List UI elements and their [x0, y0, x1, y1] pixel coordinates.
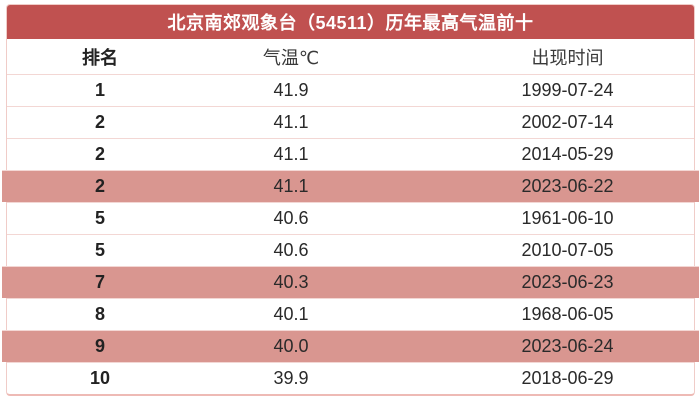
table-row: 2 41.1 2023-06-22: [2, 170, 699, 202]
table-row: 10 39.9 2018-06-29: [7, 362, 694, 394]
temperature-cell: 41.1: [273, 176, 309, 196]
table-row: 7 40.3 2023-06-23: [2, 266, 699, 298]
date-cell: 2023-06-23: [521, 272, 614, 292]
rank-cell: 8: [94, 304, 105, 324]
temperature-cell: 40.6: [273, 208, 309, 228]
column-header-date: 出现时间: [531, 47, 604, 68]
temperature-ranking-table: 北京南郊观象台（54511）历年最高气温前十 排名 气温℃ 出现时间 1 41.9…: [2, 4, 699, 396]
temperature-cell: 41.9: [273, 80, 309, 100]
table-row: 5 40.6 1961-06-10: [7, 202, 694, 234]
date-cell: 1961-06-10: [521, 208, 614, 228]
table-title: 北京南郊观象台（54511）历年最高气温前十: [7, 5, 694, 39]
rank-cell: 10: [89, 368, 111, 388]
date-cell: 2018-06-29: [521, 368, 614, 388]
rank-cell: 2: [94, 144, 105, 164]
table-row: 1 41.9 1999-07-24: [7, 74, 694, 106]
temperature-cell: 40.3: [273, 272, 309, 292]
date-cell: 2010-07-05: [521, 240, 614, 260]
temperature-cell: 40.0: [273, 336, 309, 356]
temperature-cell: 40.1: [273, 304, 309, 324]
rank-cell: 5: [94, 240, 105, 260]
temperature-cell: 41.1: [273, 112, 309, 132]
rank-cell: 2: [94, 176, 105, 196]
rank-cell: 1: [94, 80, 105, 100]
table-row: 8 40.1 1968-06-05: [7, 298, 694, 330]
date-cell: 2014-05-29: [521, 144, 614, 164]
date-cell: 1999-07-24: [521, 80, 614, 100]
table-row: 2 41.1 2014-05-29: [7, 138, 694, 170]
table-row: 9 40.0 2023-06-24: [2, 330, 699, 362]
table-row: 2 41.1 2002-07-14: [7, 106, 694, 138]
column-header-rank: 排名: [82, 47, 118, 68]
date-cell: 1968-06-05: [521, 304, 614, 324]
rank-cell: 5: [94, 208, 105, 228]
temperature-cell: 40.6: [273, 240, 309, 260]
table-row: 5 40.6 2010-07-05: [7, 234, 694, 266]
column-header-temperature: 气温℃: [262, 47, 320, 68]
temperature-cell: 39.9: [273, 368, 309, 388]
table-body: 1 41.9 1999-07-24 2 41.1 2002-07-14 2 41.1 2014-…: [2, 74, 699, 394]
date-cell: 2023-06-22: [521, 176, 614, 196]
rank-cell: 7: [94, 272, 105, 292]
column-header-row: 排名 气温℃ 出现时间: [7, 39, 694, 74]
temperature-cell: 41.1: [273, 144, 309, 164]
rank-cell: 2: [94, 112, 105, 132]
date-cell: 2002-07-14: [521, 112, 614, 132]
date-cell: 2023-06-24: [521, 336, 614, 356]
rank-cell: 9: [94, 336, 105, 356]
